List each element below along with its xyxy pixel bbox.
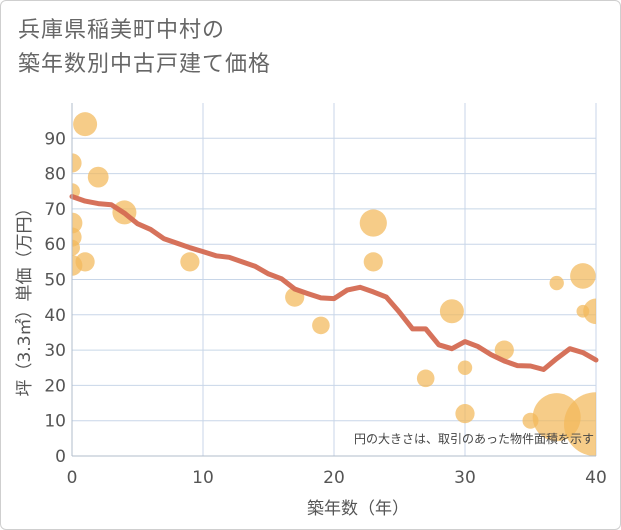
bubble-point	[72, 153, 82, 173]
chart-title-line1: 兵庫県稲美町中村の	[18, 18, 226, 43]
bubble-point	[570, 263, 596, 289]
y-tick-label: 0	[55, 447, 66, 467]
y-tick-label: 30	[44, 341, 66, 361]
bubble-point	[549, 275, 564, 291]
y-tick-label: 60	[44, 235, 66, 255]
average-line	[69, 194, 599, 372]
bubble-point	[73, 112, 98, 137]
bubble-point	[583, 298, 596, 325]
bubble-point	[494, 340, 514, 360]
x-tick-label: 0	[67, 468, 78, 488]
bubble-point	[180, 252, 200, 272]
average-line-series	[69, 194, 599, 372]
grid-lines	[71, 103, 597, 457]
bubble-point	[363, 252, 383, 272]
x-tick-label: 10	[192, 468, 214, 488]
x-tick-label: 30	[454, 468, 476, 488]
y-tick-label: 10	[44, 412, 66, 432]
y-tick-label: 70	[44, 200, 66, 220]
x-tick-label: 40	[585, 468, 607, 488]
x-axis-label: 築年数（年）	[307, 499, 409, 519]
bubble-point	[75, 252, 95, 272]
bubble-point	[72, 239, 80, 256]
bubble-point	[359, 209, 387, 237]
chart-title-line2: 築年数別中古戸建て価格	[18, 52, 272, 77]
bubble-point	[87, 166, 109, 188]
axes	[71, 103, 596, 457]
y-tick-label: 50	[44, 271, 66, 291]
x-tick-labels: 0 10 20 30 40	[67, 468, 607, 488]
bubble-point	[457, 360, 473, 375]
y-tick-label: 40	[44, 306, 66, 326]
bubble-point	[416, 369, 435, 388]
bubble-point	[312, 316, 330, 335]
y-tick-label: 90	[44, 129, 66, 149]
bubble-point	[439, 299, 464, 324]
chart-title: 兵庫県稲美町中村の 築年数別中古戸建て価格	[18, 14, 271, 82]
y-tick-labels: 0 10 20 30 40 50 60 70 80 90	[44, 129, 66, 467]
bubble-point	[564, 392, 596, 456]
y-tick-label: 80	[44, 165, 66, 185]
x-tick-label: 20	[323, 468, 345, 488]
bubble-series	[72, 112, 596, 456]
size-note: 円の大きさは、取引のあった物件面積を示す	[354, 431, 594, 446]
y-tick-label: 20	[44, 376, 66, 396]
y-axis-label: 坪（3.3㎡）単価（万円）	[15, 199, 35, 396]
bubble-point	[455, 404, 475, 424]
